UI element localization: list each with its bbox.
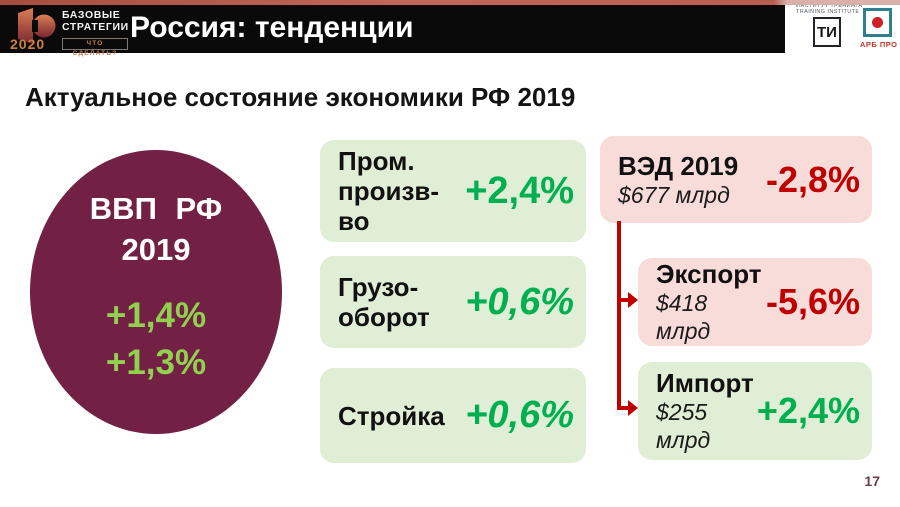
indicator-industry-value: +2,4% xyxy=(465,169,574,212)
page-number: 17 xyxy=(864,473,880,489)
brand-name-line2: СТРАТЕГИИ xyxy=(62,21,129,33)
gdp-circle: ВВП РФ 2019 +1,4% +1,3% xyxy=(30,150,282,434)
trade-export-title: Экспорт xyxy=(656,259,762,289)
brand-name-line1: БАЗОВЫЕ xyxy=(62,9,121,21)
indicator-freight-label-line1: Грузо- xyxy=(338,272,419,302)
trade-import-title: Импорт xyxy=(656,368,754,398)
brand-year: 2020 xyxy=(10,36,46,52)
gdp-value-1: +1,4% xyxy=(105,296,207,335)
indicator-industry-label-line2: произв-во xyxy=(338,176,440,236)
indicator-freight-value: +0,6% xyxy=(465,280,574,323)
indicator-industry-label-line1: Пром. xyxy=(338,146,415,176)
header-accent-strip xyxy=(0,0,900,5)
connector-branch-export xyxy=(617,298,629,302)
brand-logo: БАЗОВЫЕ СТРАТЕГИИ 2020 ЧТО СДЕЛАТЬ? xyxy=(8,7,129,57)
indicator-card-construction: Стройка +0,6% xyxy=(320,368,586,463)
gdp-year: 2019 xyxy=(121,232,191,267)
arb-pro-logo: АРБ ПРО xyxy=(860,8,898,49)
trade-total-value: -2,8% xyxy=(765,158,860,200)
indicator-card-industry: Пром. произв-во +2,4% xyxy=(320,140,586,242)
training-institute-monogram-icon: ТИ xyxy=(813,17,841,47)
title-bar: БАЗОВЫЕ СТРАТЕГИИ 2020 ЧТО СДЕЛАТЬ? Росс… xyxy=(0,0,785,57)
arb-pro-label: АРБ ПРО xyxy=(860,40,898,49)
indicator-freight-label-line2: оборот xyxy=(338,302,430,332)
connector-vertical-line xyxy=(617,221,621,410)
gdp-value-2: +1,3% xyxy=(105,343,207,382)
indicator-construction-label: Стройка xyxy=(338,400,445,431)
indicator-card-freight: Грузо- оборот +0,6% xyxy=(320,256,586,348)
partner-logos: ИНСТИТУТ ТРЕНИНГА TRAINING INSTITUTE ТИ … xyxy=(788,0,900,57)
trade-import-value: +2,4% xyxy=(756,390,860,431)
training-institute-name-en: TRAINING INSTITUTE xyxy=(796,9,860,15)
arrowhead-import-icon xyxy=(628,400,638,416)
connector-branch-import xyxy=(617,406,629,410)
trade-total-amount: $677 млрд xyxy=(618,181,730,208)
trade-import-amount: $255 млрд xyxy=(656,399,711,453)
trade-card-import: Импорт $255 млрд +2,4% xyxy=(638,362,872,460)
slide-title: Россия: тенденции xyxy=(130,11,414,44)
page-heading: Актуальное состояние экономики РФ 2019 xyxy=(25,82,576,112)
brand-name: БАЗОВЫЕ СТРАТЕГИИ xyxy=(62,9,129,33)
training-institute-logo: ИНСТИТУТ ТРЕНИНГА TRAINING INSTITUTE ТИ xyxy=(796,3,863,47)
trade-total-title: ВЭД 2019 xyxy=(618,150,739,181)
brand-tagline: ЧТО СДЕЛАТЬ? xyxy=(62,38,128,57)
gdp-title: ВВП РФ xyxy=(89,191,223,226)
trade-card-total: ВЭД 2019 $677 млрд -2,8% xyxy=(600,136,872,223)
training-institute-name-ru: ИНСТИТУТ ТРЕНИНГА xyxy=(796,3,863,9)
arb-pro-flag-icon xyxy=(862,8,892,37)
trade-card-export: Экспорт $418 млрд -5,6% xyxy=(638,258,872,346)
trade-export-amount: $418 млрд xyxy=(656,290,711,344)
arb-pro-dot-icon xyxy=(871,17,883,28)
trade-export-value: -5,6% xyxy=(765,281,860,322)
arrowhead-export-icon xyxy=(628,292,638,308)
indicator-construction-value: +0,6% xyxy=(465,394,574,436)
brand-logo-icon xyxy=(18,8,56,44)
